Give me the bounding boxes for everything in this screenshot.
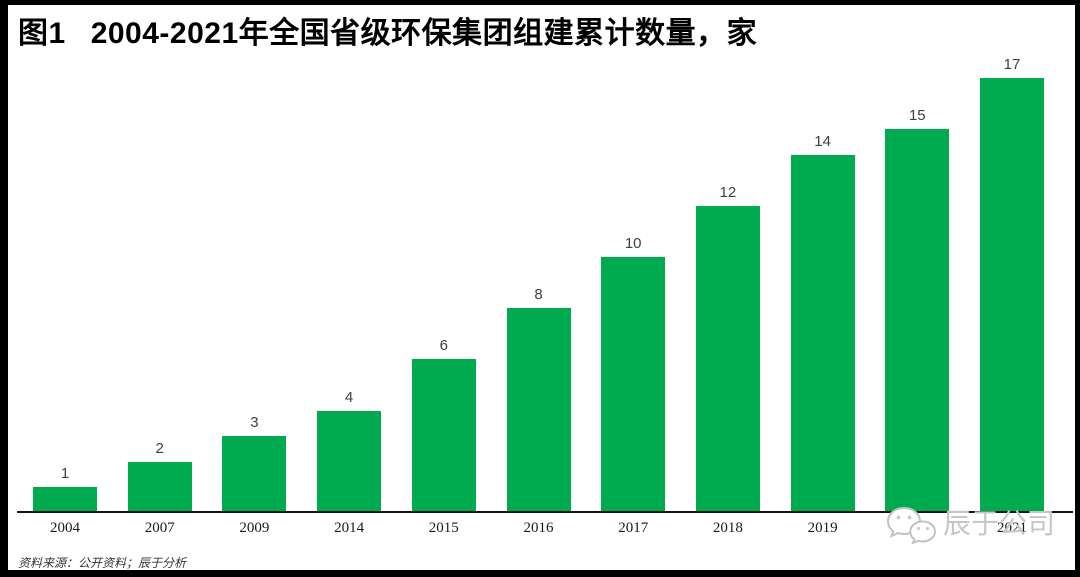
- x-tick-label: 2016: [523, 520, 554, 536]
- bar-2021: [980, 78, 1044, 513]
- x-tick-label: 2015: [428, 520, 459, 536]
- bar-2009: [222, 436, 287, 513]
- bar-2004: [33, 487, 97, 513]
- bar-value-label: 12: [719, 184, 737, 201]
- x-tick-label: 2018: [712, 520, 743, 536]
- bar-2015: [411, 359, 476, 513]
- bar-2018: [695, 206, 760, 513]
- wechat-icon: [886, 506, 937, 545]
- x-tick-label: 2014: [334, 520, 365, 536]
- watermark: 辰于公司: [884, 504, 1055, 546]
- bar-value-label: 4: [344, 389, 354, 406]
- bar-value-label: 6: [439, 337, 448, 354]
- source-note: 资料来源：公开资料；辰于分析: [18, 556, 187, 570]
- bar-2016: [506, 308, 571, 513]
- bar-2014: [317, 411, 382, 513]
- chart-title: 图1 2004-2021年全国省级环保集团组建累计数量，家: [18, 8, 757, 52]
- bar-value-label: 8: [534, 286, 543, 303]
- x-tick-label: 2019: [807, 520, 838, 536]
- watermark-text: 辰于公司: [943, 509, 1056, 540]
- x-tick-label: 2021: [997, 520, 1027, 536]
- figure-number: 图1: [18, 17, 66, 50]
- bar-value-label: 17: [1003, 56, 1021, 73]
- bar-value-label: 10: [624, 235, 642, 252]
- x-tick-label: 2007: [144, 520, 175, 536]
- bar-value-label: 2: [155, 440, 164, 457]
- bar-value-label: 3: [250, 414, 259, 431]
- bar-2017: [601, 257, 666, 513]
- bar-2020: [885, 129, 950, 513]
- x-axis-line: [17, 511, 1073, 513]
- x-tick-label: 2017: [618, 520, 649, 536]
- bar-value-label: 15: [908, 107, 926, 124]
- x-tick-label: 2004: [50, 520, 80, 536]
- x-tick-label: 2009: [239, 520, 270, 536]
- bar-2019: [790, 155, 855, 513]
- bar-2007: [127, 462, 192, 513]
- bar-value-label: 14: [814, 133, 831, 150]
- bar-value-label: 1: [60, 465, 70, 482]
- figure-title-text: 2004-2021年全国省级环保集团组建累计数量，家: [90, 17, 758, 50]
